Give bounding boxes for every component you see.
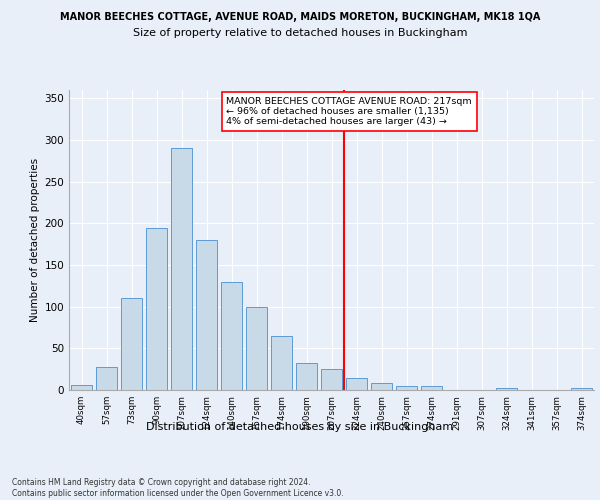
Bar bbox=[71, 385, 92, 390]
Text: Contains HM Land Registry data © Crown copyright and database right 2024.
Contai: Contains HM Land Registry data © Crown c… bbox=[12, 478, 344, 498]
Bar bbox=[196, 240, 217, 390]
Bar bbox=[321, 369, 342, 390]
Bar bbox=[246, 306, 267, 390]
Text: Distribution of detached houses by size in Buckingham: Distribution of detached houses by size … bbox=[146, 422, 454, 432]
Text: Size of property relative to detached houses in Buckingham: Size of property relative to detached ho… bbox=[133, 28, 467, 38]
Bar bbox=[396, 386, 417, 390]
Text: MANOR BEECHES COTTAGE, AVENUE ROAD, MAIDS MORETON, BUCKINGHAM, MK18 1QA: MANOR BEECHES COTTAGE, AVENUE ROAD, MAID… bbox=[60, 12, 540, 22]
Bar bbox=[221, 282, 242, 390]
Bar bbox=[146, 228, 167, 390]
Bar bbox=[271, 336, 292, 390]
Bar bbox=[571, 388, 592, 390]
Text: MANOR BEECHES COTTAGE AVENUE ROAD: 217sqm
← 96% of detached houses are smaller (: MANOR BEECHES COTTAGE AVENUE ROAD: 217sq… bbox=[227, 96, 472, 126]
Bar bbox=[346, 378, 367, 390]
Bar bbox=[421, 386, 442, 390]
Bar bbox=[496, 388, 517, 390]
Bar bbox=[371, 384, 392, 390]
Bar bbox=[296, 362, 317, 390]
Bar bbox=[96, 366, 117, 390]
Y-axis label: Number of detached properties: Number of detached properties bbox=[30, 158, 40, 322]
Bar bbox=[121, 298, 142, 390]
Bar bbox=[171, 148, 192, 390]
